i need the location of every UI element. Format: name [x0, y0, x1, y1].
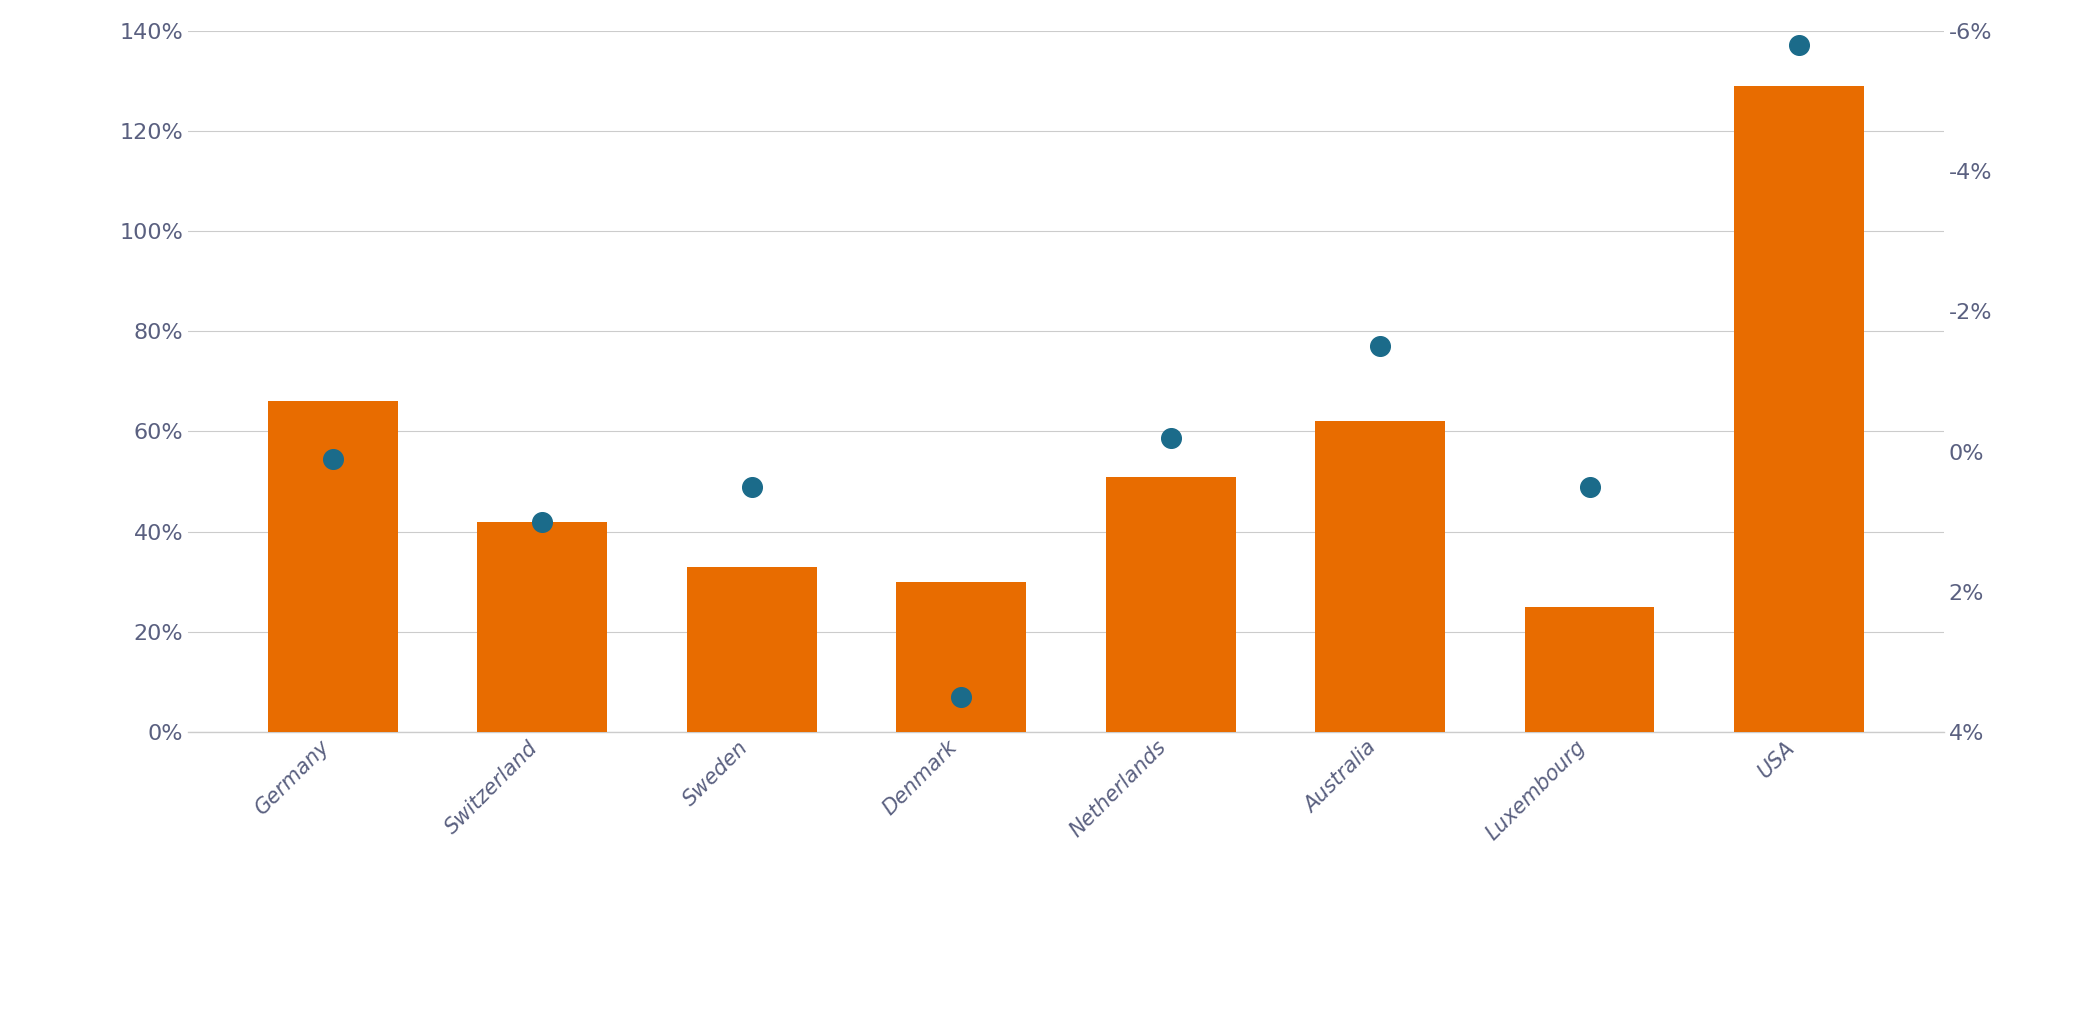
Bar	[1315, 421, 1444, 732]
Bar	[268, 402, 397, 732]
Bar	[1106, 477, 1235, 732]
Point	[525, 514, 558, 530]
Point	[1574, 478, 1607, 494]
Point	[1154, 429, 1187, 445]
Bar	[477, 522, 608, 732]
Bar	[688, 566, 817, 732]
Bar	[1524, 607, 1655, 732]
Point	[1363, 338, 1396, 354]
Point	[945, 690, 978, 706]
Point	[316, 451, 349, 467]
Bar	[1735, 85, 1864, 732]
Point	[736, 478, 769, 494]
Point	[1783, 37, 1816, 53]
Bar	[897, 582, 1026, 732]
